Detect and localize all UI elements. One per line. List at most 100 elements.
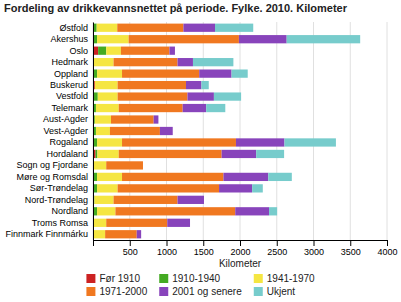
bar	[268, 173, 292, 181]
tick-label: Sogn og Fjordane	[16, 160, 88, 170]
tick-label: Østfold	[59, 23, 88, 33]
legend-swatch	[159, 274, 168, 283]
tick-label: Finnmark Finnmárku	[5, 229, 88, 239]
bar	[137, 230, 141, 238]
bar	[215, 24, 253, 32]
bar	[93, 219, 106, 227]
legend-label: 1941-1970	[267, 273, 315, 284]
bar	[122, 70, 199, 78]
bar	[106, 47, 121, 55]
grid-line	[313, 22, 314, 240]
bar	[160, 127, 173, 135]
tick: Aust-Agder	[43, 114, 93, 124]
bar	[96, 104, 119, 112]
legend-item: 2001 og senere	[159, 286, 242, 297]
bar	[235, 207, 269, 215]
grid	[93, 22, 387, 240]
bar	[110, 127, 160, 135]
tick-label: 4000	[377, 247, 397, 257]
legend-label: 2001 og senere	[172, 286, 242, 297]
tick: Oslo	[69, 46, 93, 56]
bar	[106, 219, 167, 227]
bar	[154, 115, 159, 123]
bar	[222, 150, 257, 158]
tick: Nord-Trøndelag	[25, 195, 93, 205]
bar	[97, 207, 115, 215]
bar	[142, 161, 143, 169]
legend-label: 1910-1940	[172, 273, 220, 284]
tick-label: Vestfold	[56, 91, 88, 101]
bar	[252, 184, 263, 192]
tick-label: 1500	[194, 247, 214, 257]
bar	[239, 35, 287, 43]
tick-label: 1000	[157, 247, 177, 257]
legend: Før 19101910-19401941-19701971-20002001 …	[86, 273, 315, 297]
bar	[97, 184, 118, 192]
x-axis: 5001000150020002500300035004000	[94, 240, 398, 257]
bar	[115, 207, 235, 215]
bar	[106, 161, 143, 169]
bar	[178, 58, 193, 66]
bar	[93, 230, 105, 238]
tick-label: 2500	[267, 247, 287, 257]
x-label: Kilometer	[219, 258, 262, 269]
bar	[95, 81, 118, 89]
tick-mark	[167, 240, 168, 246]
grid-line	[387, 22, 388, 240]
tick: Hedmark	[51, 57, 93, 67]
bar	[269, 207, 277, 215]
tick-label: Oppland	[54, 69, 88, 79]
bar	[206, 104, 225, 112]
bar	[219, 184, 252, 192]
tick-label: Oslo	[69, 46, 88, 56]
bar	[96, 150, 98, 158]
bar	[97, 70, 122, 78]
bar	[187, 92, 213, 100]
tick-label: 500	[123, 247, 138, 257]
legend-swatch	[159, 287, 168, 296]
series	[105, 24, 239, 239]
bar	[114, 196, 178, 204]
bar	[93, 58, 114, 66]
bar	[97, 35, 129, 43]
bar	[158, 115, 159, 123]
bar	[129, 35, 239, 43]
bar	[98, 92, 118, 100]
legend-swatch	[86, 287, 95, 296]
tick: 1500	[194, 240, 214, 257]
y-axis: ØstfoldAkershusOsloHedmarkOpplandBuskeru…	[5, 23, 93, 241]
tick-label: Sør-Trøndelag	[30, 183, 88, 193]
tick: 2500	[267, 240, 287, 257]
tick-label: Møre og Romsdal	[16, 172, 88, 182]
tick: Nordland	[51, 206, 93, 216]
tick: Rogaland	[49, 137, 93, 147]
tick-label: Aust-Agder	[43, 114, 88, 124]
tick: Akershus	[50, 34, 93, 44]
tick-mark	[93, 240, 94, 246]
bar	[98, 47, 106, 55]
bar	[117, 24, 183, 32]
bar	[142, 161, 143, 169]
bar	[119, 150, 222, 158]
legend-item: 1941-1970	[254, 273, 315, 284]
tick: Vest-Agder	[43, 126, 93, 136]
bar	[93, 161, 106, 169]
tick-mark	[240, 240, 241, 246]
tick-label: Nordland	[51, 206, 88, 216]
bar	[97, 138, 122, 146]
series	[193, 24, 360, 216]
bar	[114, 58, 178, 66]
bar	[141, 230, 142, 238]
tick: 2000	[230, 240, 250, 257]
tick: Telemark	[51, 103, 93, 113]
tick: 500	[123, 240, 138, 257]
series	[137, 24, 287, 239]
tick-label: Akershus	[50, 34, 88, 44]
axis-line	[93, 23, 94, 241]
bar	[97, 24, 118, 32]
tick-label: Nord-Trøndelag	[25, 195, 88, 205]
bar	[118, 81, 186, 89]
bar	[118, 92, 188, 100]
legend-swatch	[86, 274, 95, 283]
legend-swatch	[254, 287, 263, 296]
